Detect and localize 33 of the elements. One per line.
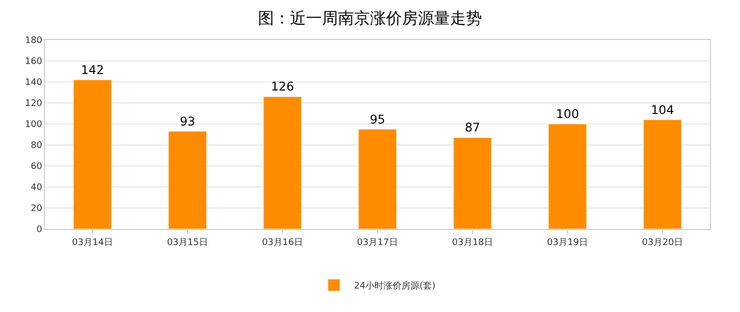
data-label: 95 — [370, 112, 386, 126]
x-tick-label: 03月17日 — [357, 238, 398, 248]
data-label: 93 — [180, 114, 196, 128]
bar — [263, 96, 302, 229]
x-tick-label: 03月18日 — [452, 238, 493, 248]
chart-title: 图：近一周南京涨价房源量走势 — [258, 8, 482, 28]
y-tick-label: 80 — [30, 141, 42, 152]
bar — [73, 80, 112, 229]
x-tick-label: 03月19日 — [547, 238, 588, 248]
data-label: 142 — [81, 62, 104, 77]
legend-label: 24小时涨价房源(套) — [354, 280, 436, 292]
bar — [643, 120, 682, 229]
y-tick-label: 140 — [25, 78, 42, 88]
y-tick-label: 40 — [30, 183, 42, 194]
x-tick-label: 03月16日 — [262, 238, 303, 248]
bar — [358, 129, 397, 229]
x-tick-label: 03月14日 — [72, 238, 113, 248]
data-label: 104 — [651, 102, 674, 117]
y-tick-label: 20 — [30, 204, 42, 214]
y-tick-label: 180 — [25, 36, 42, 46]
data-label: 100 — [556, 107, 579, 121]
x-tick-label: 03月20日 — [642, 238, 683, 248]
bar — [453, 137, 492, 229]
x-tick-label: 03月15日 — [167, 238, 208, 248]
y-tick-label: 120 — [25, 99, 42, 110]
y-tick-label: 100 — [25, 120, 42, 130]
bar — [548, 124, 587, 229]
data-label: 87 — [464, 120, 480, 135]
y-tick-label: 60 — [30, 162, 42, 172]
y-tick-label: 160 — [25, 57, 42, 68]
data-label: 126 — [271, 80, 294, 94]
y-tick-label: 0 — [36, 225, 42, 236]
bar — [168, 131, 207, 229]
